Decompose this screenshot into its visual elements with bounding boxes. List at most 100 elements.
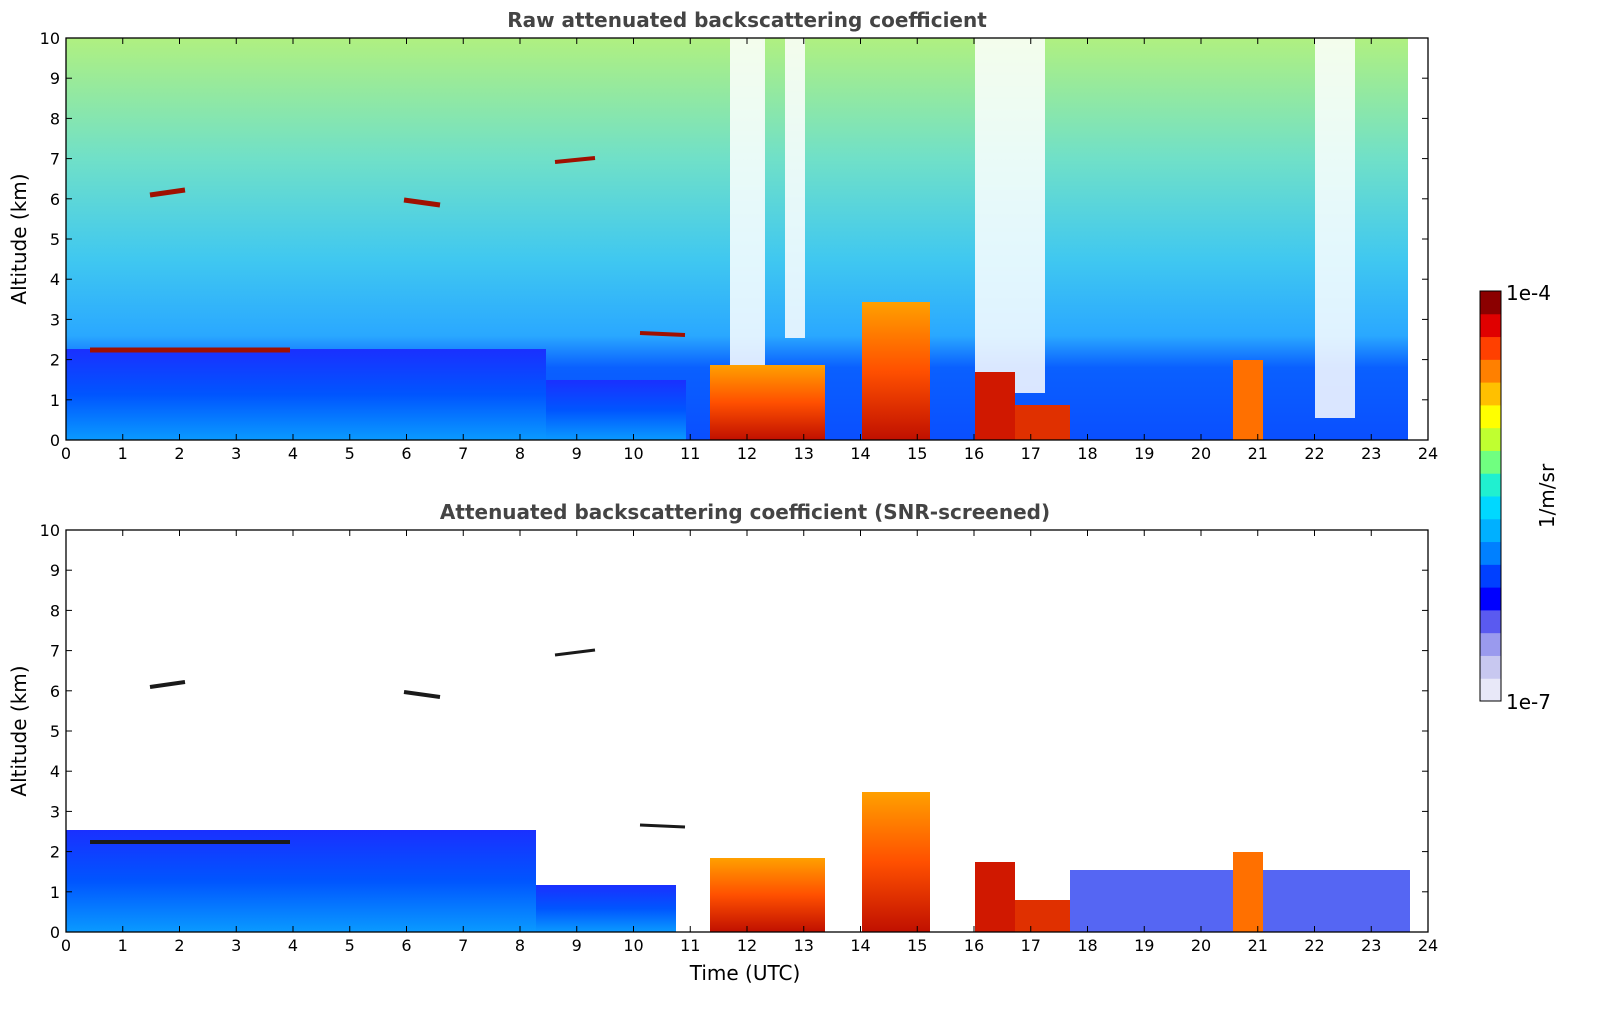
colorbar-segment: [1480, 404, 1501, 429]
x-tick-label: 6: [401, 936, 411, 955]
colorbar: 1e-4 1e-7 1/m/sr: [1479, 281, 1559, 714]
colorbar-max-label: 1e-4: [1506, 281, 1551, 305]
colorbar-segment: [1480, 450, 1501, 474]
x-tick-label: 5: [345, 936, 355, 955]
y-tick-label: 1: [50, 883, 60, 902]
x-axis-label: Time (UTC): [689, 961, 801, 985]
x-tick-label: 19: [1134, 936, 1154, 955]
panel-raw-x-ticks: 0 1 2 3 4 5 6 7 8 9 10 11 12 13 14 15 16 17 18 19 20 21 22 23 24: [61, 38, 1438, 463]
x-tick-label: 0: [61, 444, 71, 463]
x-tick-label: 10: [623, 444, 643, 463]
y-tick-label: 0: [50, 431, 60, 450]
panel-screened-y-ticks: 0 1 2 3 4 5 6 7 8 9 10: [40, 521, 1428, 942]
x-tick-label: 20: [1191, 444, 1211, 463]
y-tick-label: 5: [50, 722, 60, 741]
colorbar-scale: [1480, 291, 1501, 702]
raw-cloud-layers: [90, 156, 1263, 440]
colorbar-segment: [1480, 518, 1501, 543]
colorbar-segment: [1480, 382, 1501, 406]
y-tick-label: 2: [50, 351, 60, 370]
x-tick-label: 16: [964, 936, 984, 955]
screened-boundary-layer: [66, 830, 536, 932]
x-tick-label: 7: [458, 444, 468, 463]
x-tick-label: 22: [1304, 444, 1324, 463]
raw-boundary-layer-afternoon: [546, 380, 686, 440]
panel-screened-title: Attenuated backscattering coefficient (S…: [440, 500, 1050, 524]
colorbar-segment: [1480, 359, 1501, 383]
y-tick-label: 7: [50, 642, 60, 661]
colorbar-segment: [1480, 632, 1501, 656]
y-tick-label: 5: [50, 230, 60, 249]
panel-screened-y-axis-label: Altitude (km): [7, 665, 31, 796]
x-tick-label: 4: [288, 936, 298, 955]
x-tick-label: 3: [231, 444, 241, 463]
x-tick-label: 24: [1418, 936, 1438, 955]
x-tick-label: 21: [1248, 936, 1268, 955]
panel-raw-title: Raw attenuated backscattering coefficien…: [507, 8, 987, 32]
x-tick-label: 1: [118, 444, 128, 463]
x-tick-label: 7: [458, 936, 468, 955]
y-tick-label: 4: [50, 270, 60, 289]
panel-screened-x-ticks: 0 1 2 3 4 5 6 7 8 9 10 11 12 13 14 15 16 17 18 19 20 21 22 23 24: [61, 530, 1438, 955]
colorbar-segment: [1480, 678, 1501, 702]
x-tick-label: 15: [907, 936, 927, 955]
x-tick-label: 10: [623, 936, 643, 955]
y-tick-label: 3: [50, 802, 60, 821]
y-tick-label: 2: [50, 843, 60, 862]
x-tick-label: 9: [572, 444, 582, 463]
panel-raw-plot-area: [66, 38, 1428, 440]
colorbar-segment: [1480, 336, 1501, 360]
colorbar-segment: [1480, 587, 1501, 611]
x-tick-label: 21: [1248, 444, 1268, 463]
x-tick-label: 3: [231, 936, 241, 955]
colorbar-segment: [1480, 473, 1501, 497]
colorbar-segment: [1480, 541, 1501, 565]
x-tick-label: 4: [288, 444, 298, 463]
x-tick-label: 24: [1418, 444, 1438, 463]
x-tick-label: 8: [515, 444, 525, 463]
colorbar-segment: [1480, 564, 1501, 588]
y-tick-label: 6: [50, 190, 60, 209]
x-tick-label: 17: [1021, 936, 1041, 955]
x-tick-label: 14: [850, 444, 870, 463]
y-tick-label: 8: [50, 601, 60, 620]
y-tick-label: 0: [50, 923, 60, 942]
x-tick-label: 19: [1134, 444, 1154, 463]
colorbar-unit-label: 1/m/sr: [1535, 463, 1559, 528]
panel-screened-plot-area: [66, 530, 1428, 932]
x-tick-label: 11: [680, 936, 700, 955]
y-tick-label: 3: [50, 310, 60, 329]
y-tick-label: 10: [40, 521, 60, 540]
y-tick-label: 9: [50, 561, 60, 580]
colorbar-segment: [1480, 313, 1501, 338]
panel-raw-y-axis-label: Altitude (km): [7, 173, 31, 304]
x-tick-label: 15: [907, 444, 927, 463]
y-tick-label: 6: [50, 682, 60, 701]
y-tick-label: 10: [40, 29, 60, 48]
screened-cloud-layers: [90, 648, 1263, 932]
x-tick-label: 16: [964, 444, 984, 463]
x-tick-label: 14: [850, 936, 870, 955]
x-tick-label: 12: [737, 936, 757, 955]
x-tick-label: 13: [794, 444, 814, 463]
x-tick-label: 6: [401, 444, 411, 463]
x-tick-label: 2: [174, 936, 184, 955]
x-tick-label: 11: [680, 444, 700, 463]
x-tick-label: 23: [1361, 936, 1381, 955]
y-tick-label: 8: [50, 109, 60, 128]
raw-no-data-strip: [1408, 38, 1428, 440]
x-tick-label: 13: [794, 936, 814, 955]
colorbar-segment: [1480, 655, 1501, 679]
colorbar-frame: [1479, 290, 1502, 702]
y-tick-label: 9: [50, 69, 60, 88]
y-tick-label: 1: [50, 391, 60, 410]
x-tick-label: 18: [1077, 936, 1097, 955]
x-tick-label: 17: [1021, 444, 1041, 463]
y-tick-label: 7: [50, 150, 60, 169]
x-tick-label: 12: [737, 444, 757, 463]
screened-boundary-layer-afternoon: [536, 885, 676, 932]
x-tick-label: 5: [345, 444, 355, 463]
panel-raw-y-ticks: 0 1 2 3 4 5 6 7 8 9 10: [40, 29, 1428, 450]
colorbar-segment: [1480, 291, 1501, 315]
